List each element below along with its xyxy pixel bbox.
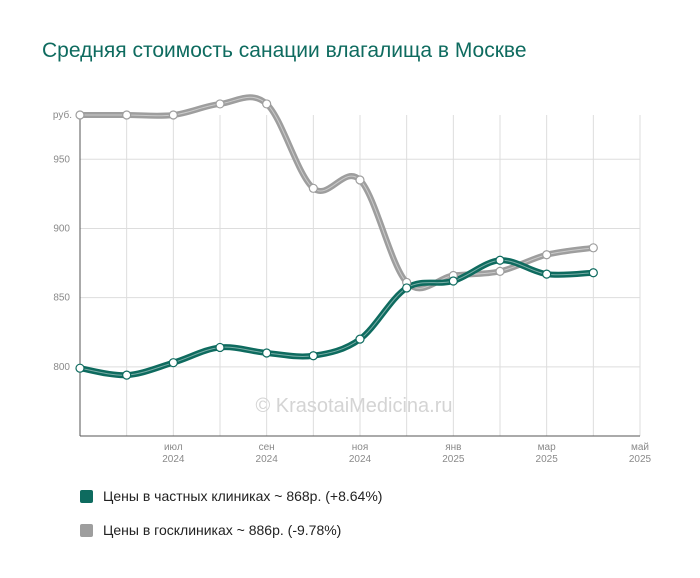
data-point <box>262 99 272 109</box>
data-point <box>75 110 85 120</box>
series-line <box>77 257 597 379</box>
axes: 800850900950руб.июл2024сен2024ноя2024янв… <box>53 109 652 465</box>
data-points <box>75 99 598 380</box>
x-tick-label-year: 2025 <box>629 454 652 465</box>
data-point <box>168 110 178 120</box>
data-point <box>75 363 85 373</box>
data-point <box>448 276 458 286</box>
data-point <box>355 175 365 185</box>
x-tick-label-month: сен <box>259 442 275 453</box>
series-line-highlight <box>79 259 594 376</box>
data-point <box>215 99 225 109</box>
x-tick-label-month: янв <box>445 442 461 453</box>
y-tick-label: 900 <box>53 223 70 234</box>
data-point <box>588 243 598 253</box>
data-point <box>308 351 318 361</box>
legend-label: Цены в госклиниках ~ 886р. (-9.78%) <box>103 522 342 538</box>
data-point <box>495 255 505 265</box>
data-point <box>402 283 412 293</box>
x-tick-label-month: июл <box>164 442 183 453</box>
x-tick-label-month: мар <box>538 442 556 453</box>
watermark: © KrasotaiMedicina.ru <box>255 395 452 417</box>
legend-item: Цены в частных клиниках ~ 868р. (+8.64%) <box>80 484 382 508</box>
y-tick-label: 800 <box>53 362 70 373</box>
x-tick-label-month: ноя <box>352 442 369 453</box>
data-point <box>168 358 178 368</box>
data-point <box>122 110 132 120</box>
series-line-highlight <box>79 96 594 289</box>
x-tick-label-year: 2025 <box>442 454 465 465</box>
data-point <box>262 348 272 358</box>
legend-item: Цены в госклиниках ~ 886р. (-9.78%) <box>80 518 382 542</box>
data-point <box>122 370 132 380</box>
x-tick-label-month: май <box>631 442 649 453</box>
series-lines <box>77 94 597 379</box>
y-axis-label: руб. <box>53 109 72 121</box>
data-point <box>495 266 505 276</box>
data-point <box>215 342 225 353</box>
legend: Цены в частных клиниках ~ 868р. (+8.64%)… <box>80 484 382 552</box>
x-tick-label-year: 2024 <box>349 454 372 465</box>
line-chart: 800850900950руб.июл2024сен2024ноя2024янв… <box>53 94 652 465</box>
series-line <box>77 94 597 292</box>
legend-swatch <box>80 489 93 503</box>
data-point <box>355 334 365 344</box>
data-point <box>588 268 598 278</box>
legend-label: Цены в частных клиниках ~ 868р. (+8.64%) <box>103 488 383 504</box>
x-tick-label-year: 2024 <box>256 454 279 465</box>
data-point <box>308 183 318 193</box>
data-point <box>542 250 552 260</box>
x-tick-label-year: 2025 <box>536 454 559 465</box>
x-tick-label-year: 2024 <box>162 454 185 465</box>
data-point <box>542 269 552 279</box>
chart-title: Средняя стоимость санации влагалища в Мо… <box>42 39 527 62</box>
y-tick-label: 850 <box>53 293 70 304</box>
legend-swatch <box>80 523 93 537</box>
y-tick-label: 950 <box>53 154 70 165</box>
